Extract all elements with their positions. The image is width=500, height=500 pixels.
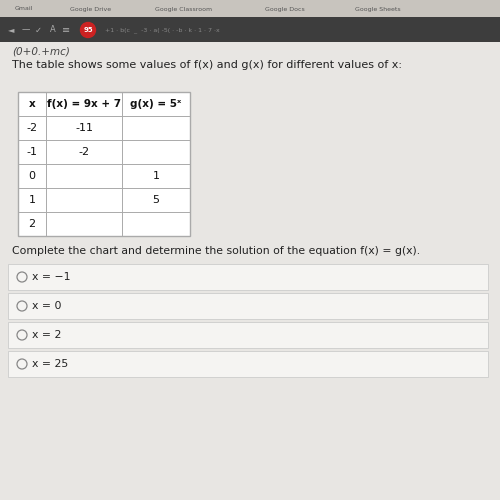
Text: ≡: ≡: [62, 25, 70, 35]
Text: 95: 95: [83, 27, 93, 33]
FancyBboxPatch shape: [8, 322, 488, 348]
Text: 0: 0: [28, 171, 35, 181]
Text: x = −1: x = −1: [32, 272, 70, 282]
Text: x = 2: x = 2: [32, 330, 62, 340]
Text: (0+0.+mc): (0+0.+mc): [12, 47, 70, 57]
Text: g(x) = 5ˣ: g(x) = 5ˣ: [130, 99, 182, 109]
Text: Google Drive: Google Drive: [70, 6, 111, 12]
Text: —: —: [22, 26, 30, 35]
Text: -1: -1: [26, 147, 38, 157]
Text: 5: 5: [152, 195, 160, 205]
FancyBboxPatch shape: [8, 293, 488, 319]
FancyBboxPatch shape: [8, 351, 488, 377]
Text: 2: 2: [28, 219, 35, 229]
FancyBboxPatch shape: [0, 17, 500, 42]
Text: Google Sheets: Google Sheets: [355, 6, 401, 12]
Text: ◄: ◄: [8, 26, 14, 35]
Text: Gmail: Gmail: [15, 6, 34, 12]
Text: The table shows some values of f(x) and g(x) for different values of x:: The table shows some values of f(x) and …: [12, 60, 402, 70]
Text: 1: 1: [28, 195, 35, 205]
Text: A: A: [50, 26, 56, 35]
Text: f(x) = 9x + 7: f(x) = 9x + 7: [47, 99, 121, 109]
Text: ✓: ✓: [35, 26, 42, 35]
Text: Complete the chart and determine the solution of the equation f(x) = g(x).: Complete the chart and determine the sol…: [12, 246, 420, 256]
FancyBboxPatch shape: [18, 92, 190, 236]
Text: 1: 1: [152, 171, 160, 181]
Text: +1 · b(c  _  -3 · a( -5( · -b · k · 1 · 7 ·x: +1 · b(c _ -3 · a( -5( · -b · k · 1 · 7 …: [105, 27, 220, 33]
Text: Google Docs: Google Docs: [265, 6, 305, 12]
Text: -2: -2: [26, 123, 38, 133]
Text: x = 0: x = 0: [32, 301, 62, 311]
Text: x = 25: x = 25: [32, 359, 68, 369]
Circle shape: [80, 22, 96, 38]
Text: -2: -2: [78, 147, 90, 157]
Text: Google Classroom: Google Classroom: [155, 6, 212, 12]
Text: -11: -11: [75, 123, 93, 133]
FancyBboxPatch shape: [8, 264, 488, 290]
FancyBboxPatch shape: [0, 0, 500, 17]
Text: x: x: [28, 99, 35, 109]
